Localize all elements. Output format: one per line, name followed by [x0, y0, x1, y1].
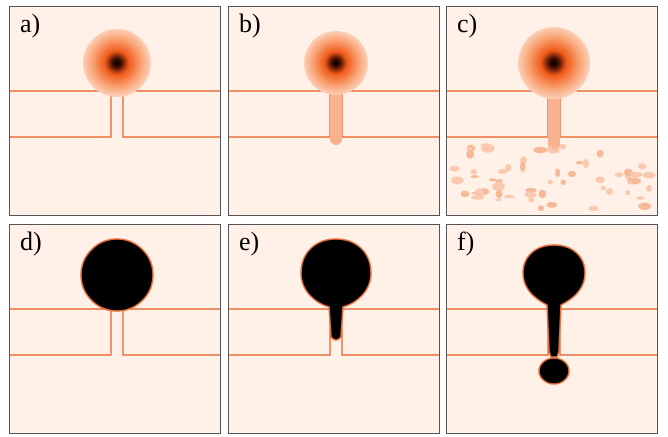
panel-label-e: e) [239, 227, 260, 256]
solid-drop-lower [538, 357, 570, 385]
noise-speck [636, 196, 645, 200]
noise-speck [583, 159, 589, 168]
noise-speck [588, 206, 599, 211]
channel-leak [330, 91, 342, 145]
noise-speck [492, 182, 505, 191]
noise-speck [504, 194, 515, 199]
wall-left-line [10, 91, 112, 138]
noise-speck [646, 185, 652, 192]
panel-label-d: d) [20, 227, 42, 256]
noise-speck [638, 202, 651, 210]
source-blob [518, 27, 590, 99]
panel-b-plot [229, 7, 439, 215]
noise-speck [642, 171, 656, 179]
panel-b: b) [228, 6, 440, 216]
noise-speck [538, 189, 547, 199]
noise-speck [538, 205, 544, 211]
panel-a: a) [9, 6, 221, 216]
panel-c-plot [447, 7, 657, 215]
noise-speck [466, 150, 475, 159]
panel-a-plot [10, 7, 220, 215]
noise-speck [629, 171, 643, 178]
noise-speck [637, 163, 647, 170]
panel-f: f) [446, 224, 658, 434]
solid-drop-with-neck [300, 238, 372, 341]
panel-label-c: c) [457, 9, 478, 38]
noise-speck [525, 188, 537, 193]
noise-speck [489, 178, 497, 182]
noise-speck [460, 190, 470, 198]
noise-speck [451, 176, 464, 185]
panel-label-f: f) [457, 227, 475, 256]
solid-drop-upper [522, 244, 586, 358]
wall-left-line [10, 309, 112, 356]
panel-d-plot [10, 225, 220, 433]
channel-leak [548, 91, 560, 151]
noise-speck [551, 145, 559, 150]
noise-speck [524, 191, 537, 198]
noise-speck [470, 169, 477, 175]
noise-speck [533, 146, 548, 154]
panel-c: c) [446, 6, 658, 216]
noise-speck [528, 197, 535, 203]
source-blob [304, 31, 368, 95]
wall-right-line [122, 309, 220, 356]
noise-speck [547, 179, 553, 185]
panel-label-b: b) [239, 9, 261, 38]
noise-speck [600, 185, 606, 191]
noise-speck [495, 198, 502, 202]
wall-right-line [122, 91, 220, 138]
noise-speck [546, 201, 558, 208]
noise-speck [595, 176, 605, 184]
panel-label-a: a) [20, 9, 41, 38]
solid-drop [80, 238, 154, 312]
noise-speck [555, 168, 561, 177]
noise-speck [575, 161, 584, 165]
noise-speck [520, 161, 526, 171]
panel-f-plot [447, 225, 657, 433]
source-blob [83, 29, 151, 97]
panel-e: e) [228, 224, 440, 434]
noise-speck [606, 188, 613, 195]
noise-speck [560, 179, 566, 186]
noise-speck [470, 175, 479, 179]
noise-speck [625, 190, 630, 196]
scattered-noise [449, 143, 656, 211]
noise-speck [596, 149, 604, 158]
noise-speck [505, 164, 512, 172]
noise-speck [519, 156, 527, 165]
noise-speck [559, 144, 567, 150]
noise-speck [498, 169, 508, 174]
noise-speck [614, 172, 624, 177]
noise-speck [480, 143, 491, 147]
noise-speck [474, 188, 485, 198]
panel-d: d) [9, 224, 221, 434]
noise-speck [449, 165, 460, 172]
noise-speck [627, 180, 633, 185]
noise-speck [568, 170, 576, 178]
noise-speck [495, 179, 503, 184]
noise-speck [495, 189, 503, 198]
panel-e-plot [229, 225, 439, 433]
